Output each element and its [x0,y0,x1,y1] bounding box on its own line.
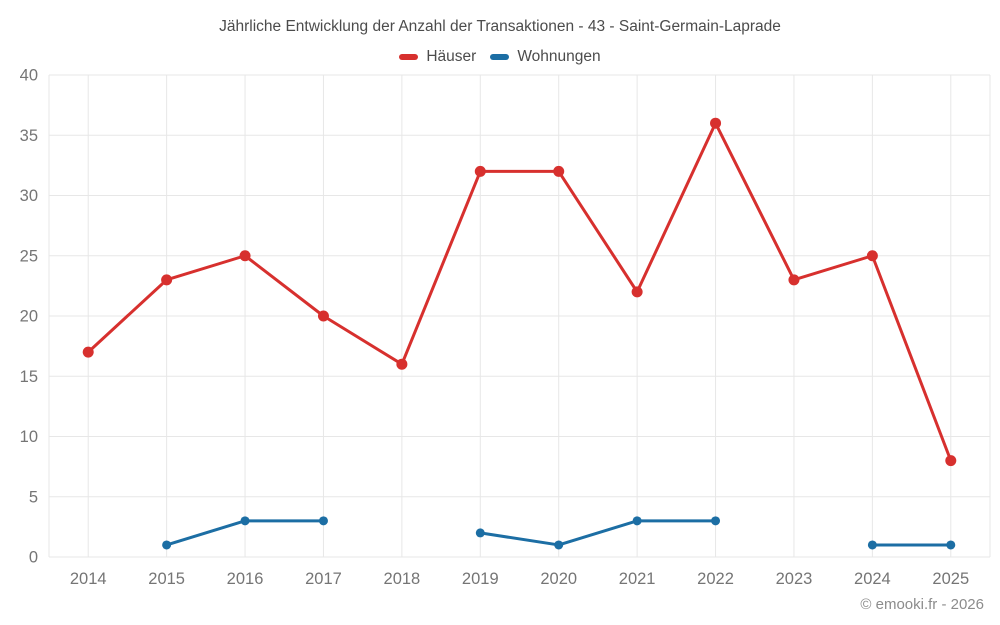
svg-text:2023: 2023 [776,570,813,588]
svg-text:30: 30 [20,187,38,205]
svg-text:2024: 2024 [854,570,891,588]
svg-text:2017: 2017 [305,570,342,588]
svg-text:20: 20 [20,308,38,326]
svg-text:2018: 2018 [384,570,421,588]
legend-label-haeuser: Häuser [426,48,477,65]
legend-marker-haeuser-icon [399,54,419,60]
svg-text:2021: 2021 [619,570,656,588]
svg-text:0: 0 [29,549,38,567]
svg-text:40: 40 [20,67,38,85]
legend-item-haeuser[interactable]: Häuser [399,48,476,66]
svg-text:2014: 2014 [70,570,107,588]
chart-legend: Häuser Wohnungen [0,48,1000,66]
svg-text:10: 10 [20,428,38,446]
svg-text:5: 5 [29,488,38,506]
svg-text:2016: 2016 [227,570,264,588]
svg-text:35: 35 [20,127,38,145]
svg-text:25: 25 [20,247,38,265]
svg-text:15: 15 [20,368,38,386]
svg-text:2019: 2019 [462,570,499,588]
svg-text:2022: 2022 [697,570,734,588]
legend-label-wohnungen: Wohnungen [517,48,601,65]
chart-title: Jährliche Entwicklung der Anzahl der Tra… [219,18,781,35]
legend-marker-wohnungen-icon [490,54,510,60]
svg-text:2020: 2020 [540,570,577,588]
svg-text:2025: 2025 [932,570,969,588]
svg-text:2015: 2015 [148,570,185,588]
copyright: © emooki.fr - 2026 [860,596,984,613]
legend-item-wohnungen[interactable]: Wohnungen [490,48,601,66]
